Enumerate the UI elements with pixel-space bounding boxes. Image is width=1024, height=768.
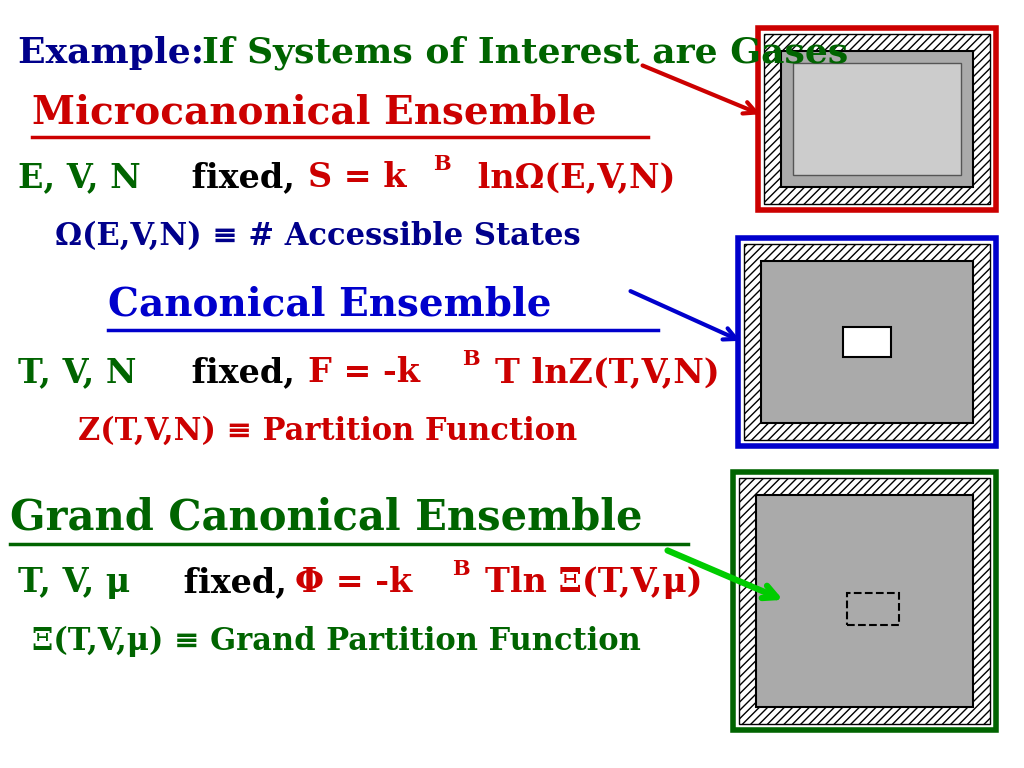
Text: Φ = -k: Φ = -k (295, 566, 413, 599)
Text: Microcanonical Ensemble: Microcanonical Ensemble (32, 93, 597, 131)
Bar (847, 593, 898, 625)
Text: Ξ(T,V,μ) ≡ Grand Partition Function: Ξ(T,V,μ) ≡ Grand Partition Function (32, 626, 641, 657)
Text: T lnZ(T,V,N): T lnZ(T,V,N) (495, 356, 720, 389)
Text: Ω(E,V,N) ≡ # Accessible States: Ω(E,V,N) ≡ # Accessible States (55, 221, 581, 252)
Bar (738, 238, 996, 446)
Text: F = -k: F = -k (308, 356, 420, 389)
Text: If Systems of Interest are Gases: If Systems of Interest are Gases (202, 36, 848, 71)
Bar (781, 51, 973, 187)
Text: B: B (452, 559, 470, 579)
Bar (739, 478, 990, 724)
Bar (758, 28, 996, 210)
Text: fixed,: fixed, (180, 161, 318, 194)
Bar (843, 327, 891, 357)
Text: B: B (433, 154, 451, 174)
Text: Tln Ξ(T,V,μ): Tln Ξ(T,V,μ) (485, 566, 702, 599)
Text: T, V, N: T, V, N (18, 356, 136, 389)
Text: Z(T,V,N) ≡ Partition Function: Z(T,V,N) ≡ Partition Function (78, 416, 578, 447)
Bar (744, 244, 990, 440)
Text: E, V, N: E, V, N (18, 161, 140, 194)
Bar (756, 495, 973, 707)
Text: fixed,: fixed, (172, 566, 310, 599)
Bar (761, 261, 973, 423)
Text: T, V, μ: T, V, μ (18, 566, 130, 599)
Text: S = k: S = k (308, 161, 407, 194)
Bar (733, 472, 996, 730)
Text: fixed,: fixed, (180, 356, 318, 389)
Bar (764, 34, 990, 204)
Bar (793, 63, 961, 175)
Text: Grand Canonical Ensemble: Grand Canonical Ensemble (10, 496, 642, 538)
Text: B: B (462, 349, 479, 369)
Text: lnΩ(E,V,N): lnΩ(E,V,N) (466, 161, 676, 194)
Text: Canonical Ensemble: Canonical Ensemble (108, 286, 552, 324)
Text: Example:: Example: (18, 36, 217, 70)
